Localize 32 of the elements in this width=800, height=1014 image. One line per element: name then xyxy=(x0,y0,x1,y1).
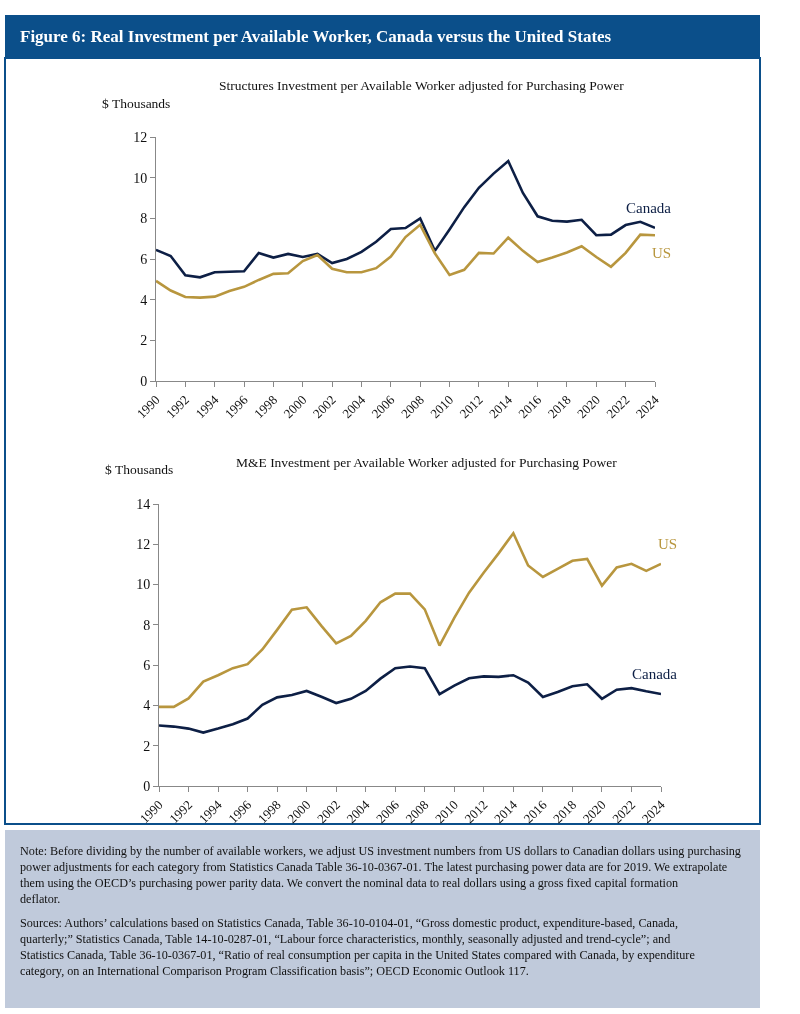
y-tick-label: 0 xyxy=(143,778,151,794)
y-tick-label: 2 xyxy=(143,738,151,754)
y-tick-label: 14 xyxy=(136,496,151,512)
y-tick-label: 10 xyxy=(133,170,148,186)
y-tick-label: 4 xyxy=(140,292,148,308)
series-label: Canada xyxy=(626,200,672,216)
y-tick-label: 12 xyxy=(136,537,151,553)
y-axis-title: $ Thousands xyxy=(105,462,174,477)
y-tick-label: 6 xyxy=(143,658,151,674)
y-tick-label: 8 xyxy=(140,211,148,227)
source-note: Sources: Authors’ calculations based on Statistics Canada, Table 36-10-0104-01, “Gross domestic product, expenditure-based, Canada, quarterly;” Statistics Canada, Table 14-10-0287-01, “Labour force characteristics, monthly, seasonally adjusted and trend-cycle”; and Statistics Canada, Table 36-10-0367-01, “Ratio of real consumption per capita in the United States compared with Canada, by expenditure category, on an International Comparison Program Classification basis”; OECD Economic Outlook 117. xyxy=(20,916,695,978)
x-tick-label: 1990 xyxy=(136,797,166,827)
chart-subtitle: Structures Investment per Available Worker adjusted for Purchasing Power xyxy=(219,78,625,93)
chart-title: Figure 6: Real Investment per Available Worker, Canada versus the United States xyxy=(20,27,612,46)
chart-title: M&E Investment per Available Worker adjusted for Purchasing Power xyxy=(236,455,618,470)
series-label: Canada xyxy=(632,666,678,682)
y-tick-label: 10 xyxy=(136,577,151,593)
y-tick-label: 12 xyxy=(133,129,148,145)
text: Note: Before dividing by the number of available workers, we adjust US investment numbers from US dollars to Canadian dollars using purchasing power adjustments for each category from Statistics Canada Table 36-10-0367-01. The latest purchasing power data are for 2019. We extrapolate them using the OECD’s purchasing power parity data. We convert the nominal data to real dollars using a gross fixed capital formation deflator. xyxy=(20,844,741,906)
x-tick-label: 1992 xyxy=(163,392,193,422)
x-tick-label: 1998 xyxy=(254,797,284,827)
x-tick-label: 1998 xyxy=(251,392,281,422)
y-axis-title: $ Thousands xyxy=(102,96,171,111)
x-tick-label: 1992 xyxy=(166,797,196,827)
x-tick-label: 1990 xyxy=(133,392,163,422)
y-tick-label: 8 xyxy=(143,617,151,633)
y-tick-label: 4 xyxy=(143,698,151,714)
y-tick-label: 6 xyxy=(140,251,148,267)
y-tick-label: 0 xyxy=(140,373,148,389)
series-label: US xyxy=(658,536,678,552)
series-label: US xyxy=(652,245,672,261)
y-tick-label: 2 xyxy=(140,333,148,349)
